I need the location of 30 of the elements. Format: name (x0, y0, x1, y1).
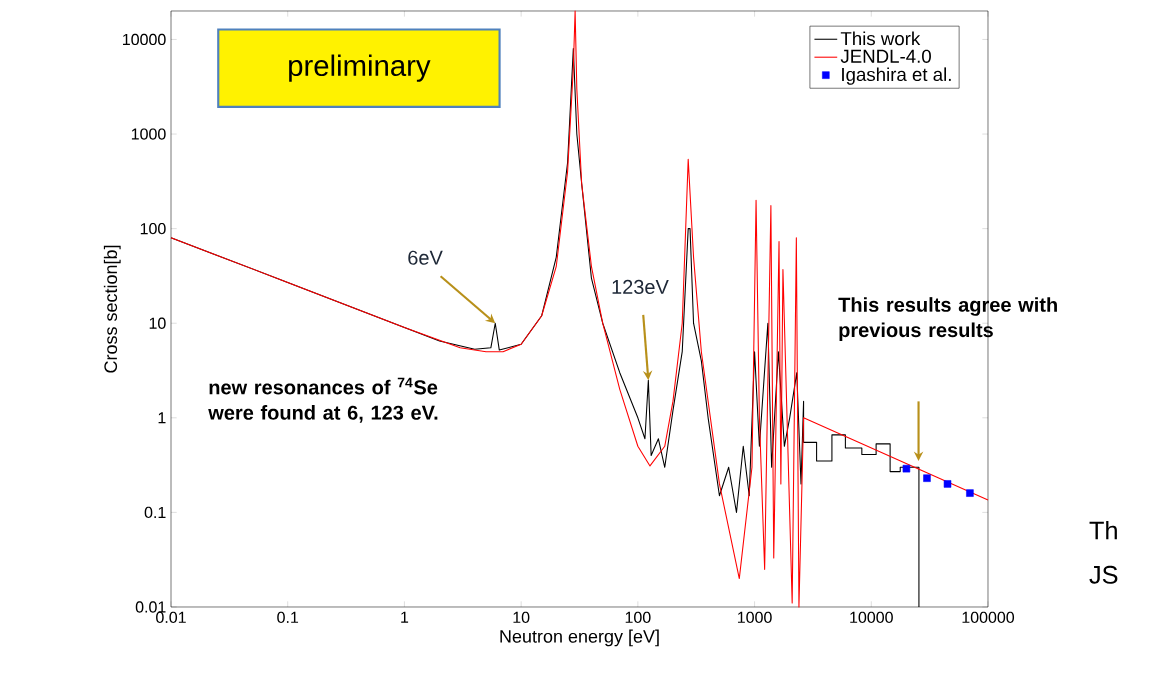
legend-label: Igashira et al. (842, 67, 951, 85)
y-tick-label: 10 (149, 317, 166, 329)
legend-label: This work (840, 31, 921, 46)
point (943, 480, 952, 488)
annotation: 6eV (408, 250, 443, 265)
point (966, 489, 974, 497)
text: Th (1089, 520, 1117, 540)
y-axis-title: Cross section[b] (103, 245, 121, 373)
x-axis-title: Neutron energy [eV] (500, 629, 659, 647)
y-tick-label: 0.1 (144, 506, 166, 519)
y-tick-label: 1000 (131, 128, 166, 140)
x-tick-label: 1000 (737, 611, 772, 624)
x-tick-label: 100 (625, 611, 651, 624)
text: JS (1089, 565, 1118, 584)
point (923, 474, 931, 482)
x-tick-label: 10000 (850, 611, 893, 624)
x-tick-label: 100000 (962, 611, 1015, 624)
annotation: preliminary (289, 54, 431, 82)
annotation: This results agree with previous results (838, 297, 1057, 342)
annotation: new resonances of $^{74}$Se were found at 6, 123 eV. (208, 377, 438, 423)
x-tick-label: 10 (513, 611, 530, 624)
annotation: 123eV (612, 279, 669, 295)
y-tick-label: 10000 (123, 33, 166, 46)
x-tick-label: 1 (401, 611, 409, 623)
y-tick-label: 1 (158, 412, 166, 424)
x-tick-label: 0.1 (277, 611, 299, 624)
point (902, 464, 911, 473)
y-tick-label: 100 (140, 222, 166, 235)
legend-label: JENDL-4.0 (840, 49, 931, 63)
y-tick-label: 0.01 (135, 601, 166, 613)
